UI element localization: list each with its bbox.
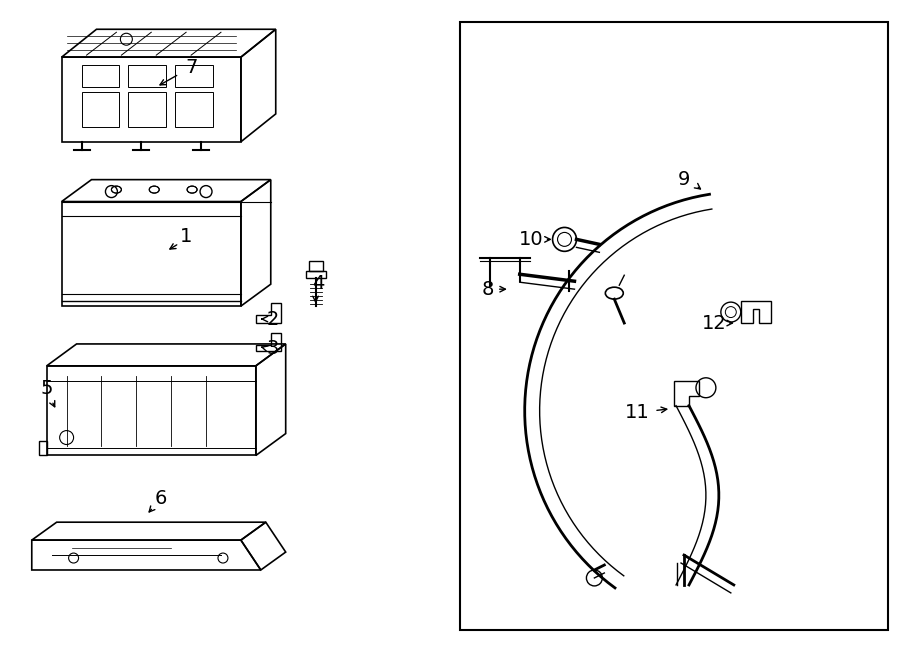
Text: 5: 5 <box>40 379 53 399</box>
Text: 12: 12 <box>701 313 726 332</box>
Bar <box>176 92 213 127</box>
Bar <box>129 65 166 87</box>
Bar <box>82 92 120 127</box>
Bar <box>129 92 166 127</box>
Text: 4: 4 <box>312 274 325 293</box>
Text: 7: 7 <box>184 58 197 77</box>
Bar <box>460 22 888 630</box>
Text: 11: 11 <box>625 403 650 422</box>
Bar <box>176 65 213 87</box>
Text: 3: 3 <box>266 339 279 358</box>
Bar <box>82 65 120 87</box>
Text: 6: 6 <box>155 488 167 508</box>
Text: 10: 10 <box>519 230 544 249</box>
Text: 2: 2 <box>266 309 279 329</box>
Text: 1: 1 <box>180 227 193 246</box>
Text: 9: 9 <box>678 170 690 189</box>
Text: 8: 8 <box>482 280 494 299</box>
